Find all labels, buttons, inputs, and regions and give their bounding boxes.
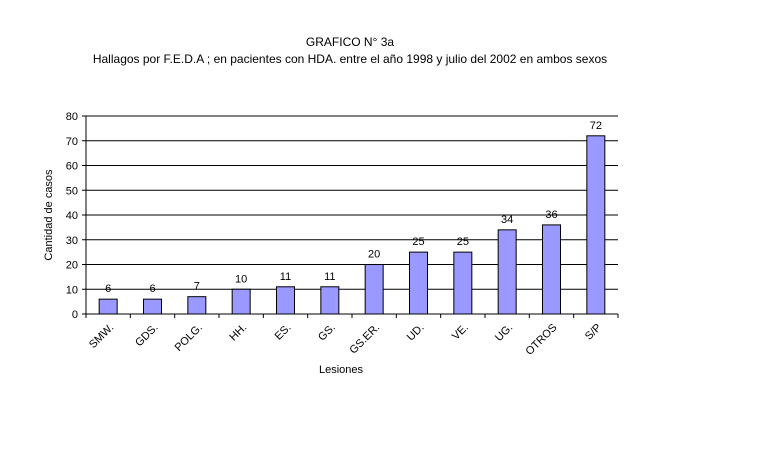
bar — [497, 229, 517, 315]
bar — [143, 298, 162, 315]
data-label: 10 — [235, 273, 247, 285]
data-label: 11 — [324, 271, 335, 283]
bar — [320, 286, 340, 315]
data-label: 11 — [280, 271, 291, 283]
data-label: 72 — [590, 120, 602, 132]
data-label: 34 — [501, 214, 513, 226]
x-tick-label: HH. — [227, 322, 249, 344]
x-tick-label: POLG. — [173, 322, 205, 354]
bar — [276, 286, 295, 315]
data-label: 6 — [149, 283, 155, 295]
data-labels: 6 6 7 10 11 11 20 25 25 34 36 72 — [105, 120, 602, 295]
x-tick-label: GS. — [316, 322, 338, 344]
x-tick-label: SMW. — [87, 322, 116, 351]
y-axis-title: Cantidad de casos — [43, 169, 55, 261]
x-tick-label: UD. — [405, 322, 427, 344]
y-tick-label: 40 — [66, 210, 78, 222]
bar — [98, 298, 118, 315]
y-tick-label: 30 — [66, 235, 78, 247]
x-tick-label: OTROS — [523, 322, 559, 358]
data-label: 36 — [545, 209, 557, 221]
y-tick-label: 10 — [66, 284, 78, 296]
y-tick-label: 80 — [66, 111, 78, 123]
data-label: 20 — [368, 249, 380, 261]
y-tick-label: 70 — [66, 136, 78, 148]
bar — [542, 224, 561, 315]
y-axis-ticks: 0 10 20 30 40 50 60 70 80 — [66, 111, 86, 321]
bar — [453, 251, 473, 315]
x-axis-title: Lesiones — [319, 364, 364, 376]
data-label: 25 — [412, 236, 424, 248]
y-tick-label: 0 — [72, 309, 78, 321]
data-label: 6 — [105, 283, 111, 295]
bar — [364, 264, 384, 315]
data-label: 7 — [194, 281, 200, 293]
bar — [586, 135, 606, 315]
bars — [98, 135, 606, 315]
bar — [231, 288, 251, 315]
bar — [187, 296, 207, 315]
x-tick-label: GS.ER. — [347, 322, 382, 357]
x-tick-label: S/P — [583, 322, 604, 343]
y-tick-label: 60 — [66, 161, 78, 173]
chart-subtitle: Hallagos por F.E.D.A ; en pacientes con … — [93, 52, 607, 66]
x-tick-label: ES. — [273, 322, 294, 343]
gridlines — [86, 115, 618, 290]
x-tick-label: GDS. — [133, 322, 161, 350]
y-tick-label: 50 — [66, 185, 78, 197]
x-axis-ticks: SMW. GDS. POLG. HH. ES. GS. GS.ER. UD. VE. UG. OTR… — [85, 314, 619, 358]
bar — [409, 251, 428, 315]
y-tick-label: 20 — [66, 260, 78, 272]
data-label: 25 — [457, 236, 469, 248]
x-tick-label: VE. — [450, 322, 471, 343]
x-tick-label: UG. — [493, 322, 515, 344]
chart-title: GRAFICO N° 3a — [306, 35, 394, 49]
